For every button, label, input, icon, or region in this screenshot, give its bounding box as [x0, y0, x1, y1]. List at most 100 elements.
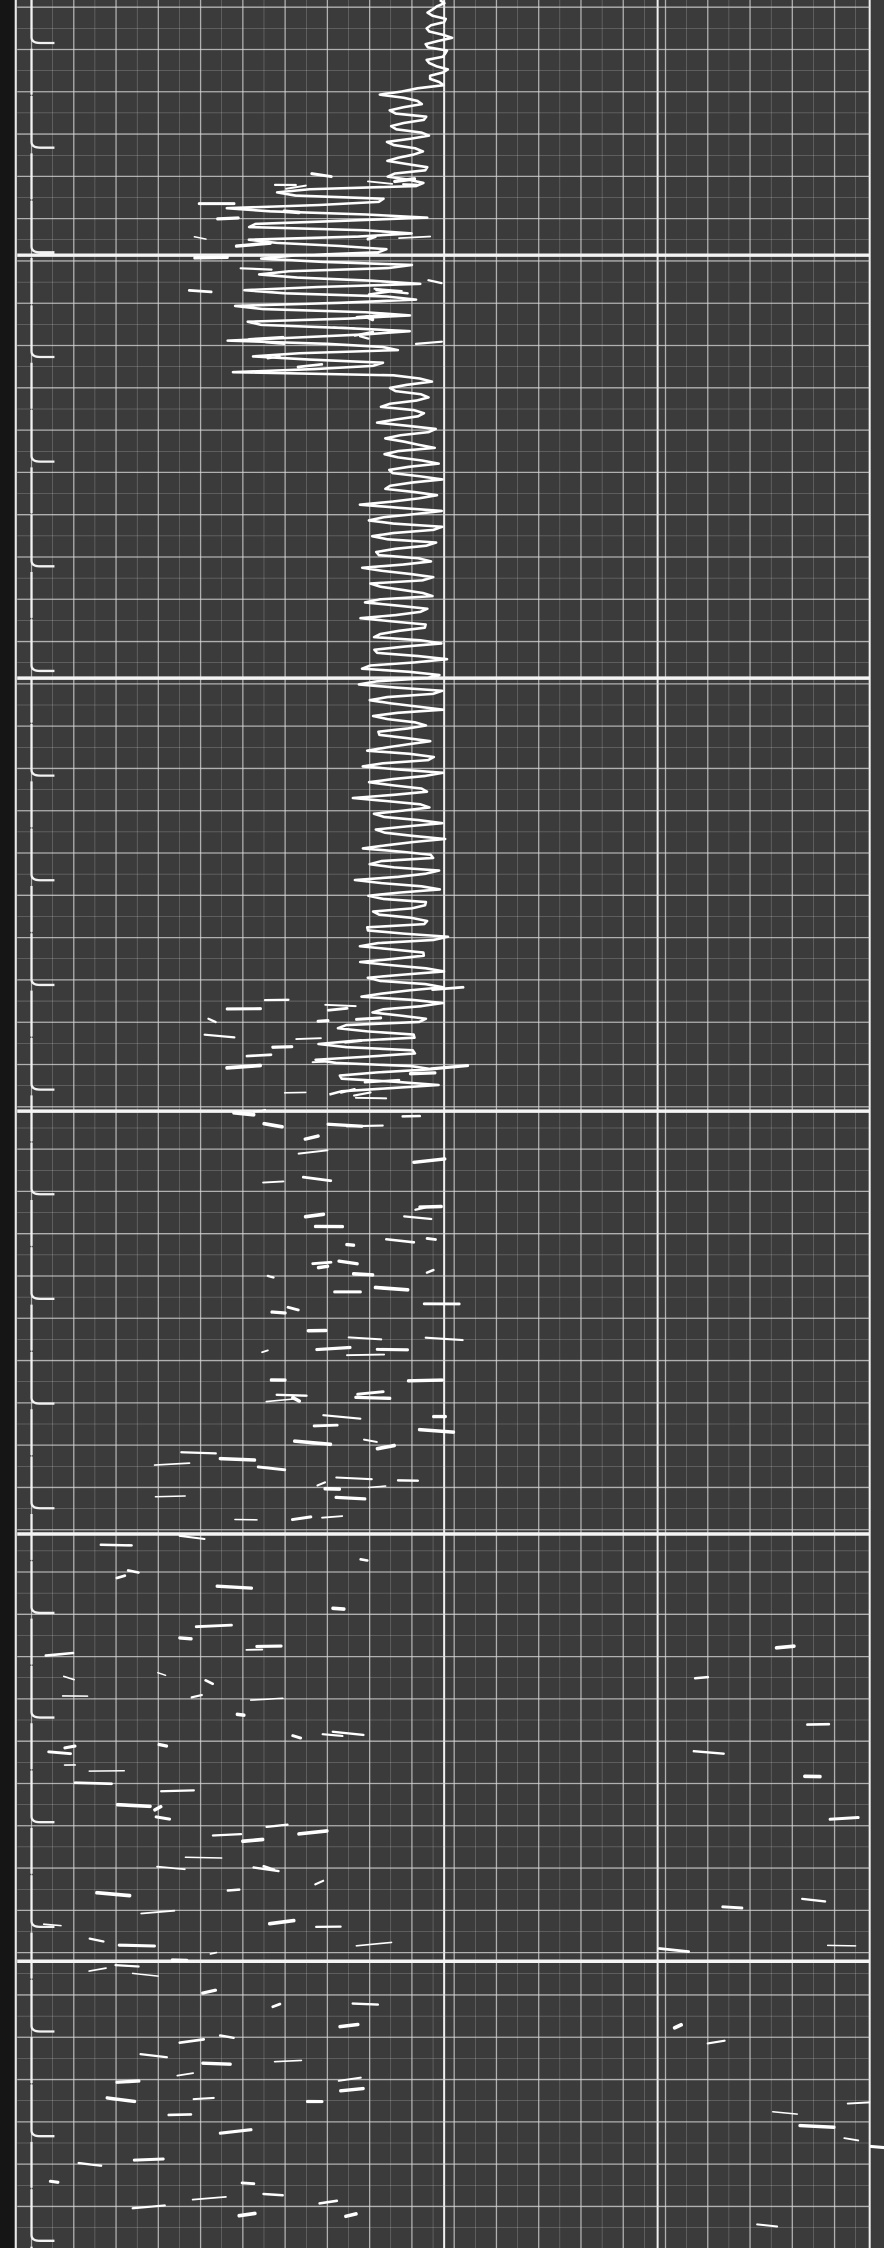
trace-fragment — [414, 340, 443, 345]
trace-fragment — [321, 1733, 344, 1738]
trace-fragment — [321, 1515, 344, 1519]
trace-fragment — [385, 1237, 416, 1244]
trace-fragment — [354, 1395, 392, 1400]
trace-fragment — [297, 1829, 329, 1836]
trace-fragment — [131, 2204, 166, 2210]
trace-fragment — [178, 2038, 206, 2045]
trace-fragment — [77, 2161, 103, 2167]
trace-fragment — [315, 1345, 352, 1352]
trace-fragment — [264, 341, 286, 346]
trace-fragment — [693, 1675, 710, 1680]
trace-fragment — [42, 1923, 62, 1927]
trace-fragment — [126, 1569, 140, 1574]
trace-fragment — [364, 315, 375, 322]
trace-fragment — [373, 287, 403, 292]
trace-fragment — [114, 1963, 140, 1968]
trace-fragment — [366, 235, 377, 241]
trace-fragment — [285, 184, 307, 190]
trace-fragment — [201, 2061, 232, 2066]
trace-fragment — [139, 2052, 168, 2059]
trace-fragment — [167, 2113, 193, 2117]
trace-fragment — [843, 2137, 860, 2142]
trace-fragment — [721, 1905, 744, 1910]
trace-fragment — [132, 2157, 165, 2162]
trace-fragment — [658, 1947, 690, 1954]
trace-fragment — [270, 1310, 287, 1315]
trace-fragment — [353, 330, 375, 337]
trace-fragment — [412, 1157, 447, 1165]
trace-fragment — [338, 2022, 360, 2029]
trace-fragment — [153, 1804, 163, 1812]
trace-fragment — [347, 1336, 383, 1341]
trace-fragment — [160, 1789, 195, 1793]
trace-fragment — [351, 2002, 380, 2006]
trace-fragment — [425, 1268, 435, 1274]
trace-fragment — [403, 1215, 433, 1221]
trace-fragment — [828, 1816, 860, 1821]
trace-fragment — [154, 1495, 186, 1498]
trace-fragment — [318, 2199, 339, 2205]
trace-fragment — [335, 1476, 373, 1481]
trace-fragment — [218, 2034, 235, 2040]
trace-fragment — [176, 2072, 194, 2077]
trace-fragment — [266, 1274, 275, 1279]
trace-fragment — [240, 2181, 256, 2186]
trace-fragment — [290, 1515, 313, 1522]
trace-fragment — [869, 2144, 884, 2150]
trace-fragment — [88, 1937, 105, 1943]
trace-fragment — [297, 1149, 329, 1155]
trace-fragment — [267, 1918, 296, 1926]
trace-fragment — [345, 1242, 356, 1247]
trace-fragment — [178, 1636, 193, 1641]
trace-fragment — [193, 255, 229, 260]
trace-fragment — [324, 1003, 357, 1008]
trace-fragment — [417, 1427, 456, 1434]
trace-fragment — [209, 1951, 218, 1955]
trace-fragment — [801, 1897, 827, 1903]
trace-fragment — [140, 1909, 176, 1915]
trace-fragment — [262, 1180, 285, 1184]
trace-fragment — [427, 279, 443, 285]
trace-fragment — [672, 2023, 683, 2030]
trace-fragment — [154, 1815, 172, 1821]
trace-fragment — [180, 1451, 217, 1455]
trace-fragment — [203, 1033, 236, 1039]
trace-fragment — [262, 1121, 284, 1129]
trace-fragment — [368, 1485, 387, 1489]
trace-fragment — [326, 1122, 364, 1128]
trace-fragment — [249, 1697, 284, 1701]
trace-fragment — [271, 1045, 294, 1049]
trace-fragment — [363, 1078, 401, 1084]
trace-fragment — [291, 1734, 303, 1740]
trace-fragment — [216, 216, 240, 221]
trace-fragment — [337, 2076, 362, 2082]
trace-fragment — [204, 1679, 214, 1686]
trace-fragment — [218, 1456, 257, 1462]
trace-fragment — [356, 1390, 385, 1396]
trace-fragment — [99, 1543, 133, 1547]
trace-fragment — [334, 1495, 367, 1501]
trace-fragment — [303, 1134, 320, 1141]
trace-fragment — [798, 2123, 836, 2129]
trace-fragment — [398, 235, 432, 239]
trace-fragment — [337, 1259, 359, 1266]
trace-fragment — [424, 1336, 464, 1342]
trace-fragment — [310, 172, 333, 179]
trace-fragment — [226, 1888, 241, 1892]
trace-fragment — [295, 1037, 322, 1040]
trace — [225, 0, 454, 1096]
trace-fragment — [756, 2223, 779, 2228]
trace-fragment — [192, 2096, 215, 2101]
trace-fragment — [88, 1967, 107, 1972]
trace-fragment — [211, 1833, 243, 1837]
trace-fragment — [351, 1272, 375, 1277]
trace-fragment — [353, 1091, 372, 1097]
trace-fragment — [247, 335, 285, 341]
trace-fragment — [363, 1438, 378, 1443]
trace-fragment — [239, 267, 273, 271]
trace-fragment — [314, 1879, 325, 1886]
trace-fragment — [706, 2039, 726, 2045]
trace-fragment — [431, 985, 465, 991]
